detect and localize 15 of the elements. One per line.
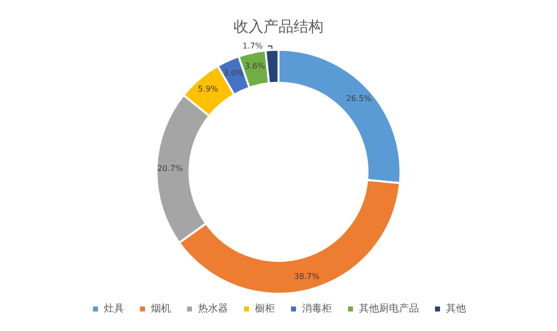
data-label: 1.7% xyxy=(242,41,264,50)
legend-label: 其他 xyxy=(446,302,466,314)
data-label: 26.5% xyxy=(346,94,372,104)
chart-title: 收入产品结构 xyxy=(234,18,324,36)
data-label: 3.0% xyxy=(223,68,244,78)
data-label: 38.7% xyxy=(294,272,320,282)
data-label: 5.9% xyxy=(198,84,219,94)
legend-label: 灶具 xyxy=(104,302,124,314)
legend-label: 消毒柜 xyxy=(302,302,332,314)
legend-label: 热水器 xyxy=(198,302,228,314)
data-label: 20.7% xyxy=(157,164,184,174)
data-label: 3.6% xyxy=(244,61,266,70)
legend-label: 其他厨电产品 xyxy=(359,302,419,314)
legend-label: 橱柜 xyxy=(255,302,275,314)
legend-label: 烟机 xyxy=(151,302,171,314)
